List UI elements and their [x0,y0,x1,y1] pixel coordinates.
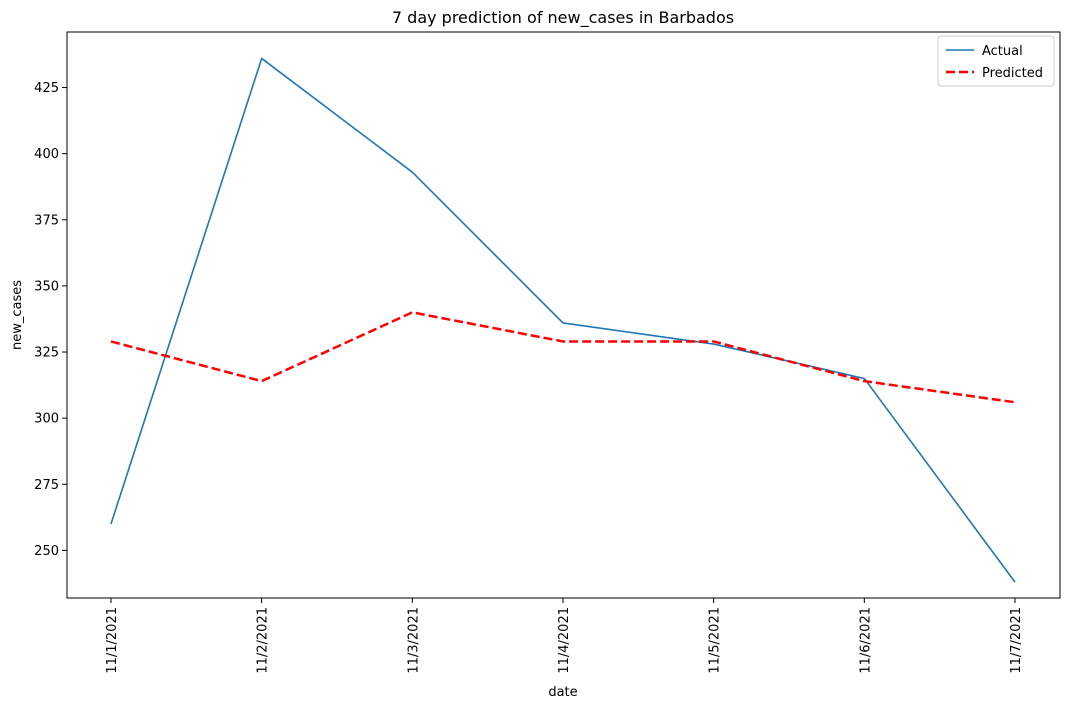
x-axis-label: date [548,685,577,700]
y-tick-label: 425 [34,81,59,96]
y-tick-label: 250 [34,544,59,559]
series-line-predicted [110,311,1016,404]
x-tick-label: 11/6/2021 [858,607,873,674]
legend-frame [937,35,1055,87]
chart-title: 7 day prediction of new_cases in Barbado… [392,8,734,28]
x-tick-label: 11/1/2021 [105,607,120,674]
y-tick-label: 325 [34,346,59,361]
plot-background [67,32,1060,598]
y-tick-label: 375 [34,213,59,228]
x-tick-label: 11/5/2021 [708,607,723,674]
x-tick-label: 11/4/2021 [557,607,572,674]
series-line-actual [110,57,1016,583]
plot-area [67,32,1060,598]
y-tick-label: 350 [34,279,59,294]
legend: Actual Predicted [937,35,1055,87]
ticks: 250 275 300 325 350 375 400 425 11/1/2021 11/2/20… [34,81,1024,674]
x-tick-label: 11/3/2021 [406,607,421,674]
y-axis-label: new_cases [10,280,25,350]
x-tick-label: 11/7/2021 [1009,607,1024,674]
x-tick-label: 11/2/2021 [256,607,271,674]
y-tick-label: 400 [34,147,59,162]
series-layer [110,57,1016,583]
legend-label-actual: Actual [982,44,1023,59]
y-tick-label: 300 [34,412,59,427]
y-tick-label: 275 [34,478,59,493]
legend-label-predicted: Predicted [982,66,1043,81]
